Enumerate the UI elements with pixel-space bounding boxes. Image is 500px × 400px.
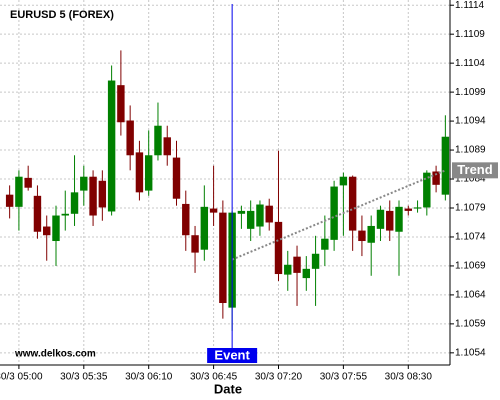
candle-body (423, 172, 431, 208)
candle-body (330, 186, 338, 240)
candle-body (33, 195, 42, 232)
candle-body (52, 215, 60, 242)
y-tick-label: 1.1094 (455, 116, 486, 127)
candle-body (209, 208, 218, 213)
candle-body (265, 205, 273, 223)
candle-body (441, 136, 450, 195)
trend-label-box (452, 162, 498, 179)
candle-body (358, 230, 366, 242)
candle-body (404, 208, 412, 211)
candle-body (219, 212, 227, 304)
candle-body (376, 209, 385, 229)
chart-title: EURUSD 5 (FOREX) (10, 9, 114, 21)
y-tick-label: 1.1079 (455, 203, 486, 214)
y-tick-label: 1.1089 (455, 145, 486, 156)
candle-body (107, 80, 116, 212)
y-tick-label: 1.1104 (455, 58, 485, 69)
trend-line (231, 169, 446, 261)
watermark: www.delkos.com (14, 349, 96, 360)
candle-body (61, 213, 69, 216)
candle-body (191, 235, 199, 253)
candle-body (348, 176, 357, 231)
x-tick-label: 30/3 05:00 (0, 372, 43, 383)
x-tick-label: 30/3 06:45 (190, 372, 238, 383)
x-tick-label: 30/3 06:10 (125, 372, 173, 383)
candle-body (432, 171, 440, 185)
candle-body (182, 203, 190, 236)
y-tick-label: 1.1099 (455, 87, 486, 98)
x-tick-label: 30/3 05:35 (60, 372, 108, 383)
candle-body (367, 225, 375, 243)
candle-body (200, 206, 209, 250)
candle-body (395, 206, 403, 232)
candle-body (144, 155, 153, 191)
y-tick-label: 1.1069 (455, 261, 486, 272)
y-tick-label: 1.1109 (455, 29, 485, 40)
candle-body (256, 204, 264, 227)
candle-body (339, 176, 348, 186)
candle-body (80, 176, 88, 191)
candle-body (302, 268, 311, 279)
candle-body (311, 253, 320, 269)
candle-body (413, 207, 422, 209)
x-tick-label: 30/3 08:30 (385, 372, 433, 383)
x-tick-label: 30/3 07:55 (320, 372, 368, 383)
candle-body (321, 238, 329, 250)
candle-body (284, 264, 292, 275)
candle-body (135, 152, 144, 193)
candle-body (89, 176, 97, 216)
candle-body (163, 137, 171, 156)
trend-label: Trend (457, 162, 492, 177)
candle-body (293, 256, 301, 273)
x-tick-label: 30/3 07:20 (255, 372, 303, 383)
candle-body (43, 226, 51, 236)
candle-body (117, 85, 125, 123)
y-tick-label: 1.1074 (455, 232, 486, 243)
candle-body (386, 210, 394, 231)
x-axis-title: Date (214, 381, 242, 396)
candle-body (15, 176, 23, 207)
y-tick-label: 1.1059 (455, 319, 486, 330)
y-tick-label: 1.1084 (455, 174, 486, 185)
candle-body (5, 194, 14, 207)
candle-body (126, 120, 134, 156)
event-label: Event (214, 347, 250, 362)
y-tick-label: 1.1054 (455, 347, 486, 358)
candle-body (172, 157, 181, 199)
event-label-box (207, 348, 258, 363)
candle-body (274, 221, 283, 275)
candle-body (246, 210, 255, 229)
y-tick-label: 1.1114 (455, 0, 485, 11)
y-tick-label: 1.1064 (455, 290, 486, 301)
candle-body (154, 125, 162, 156)
candle-body (237, 210, 246, 214)
candle-body (24, 177, 32, 188)
candle-body (70, 192, 79, 214)
candle-body (98, 180, 107, 208)
